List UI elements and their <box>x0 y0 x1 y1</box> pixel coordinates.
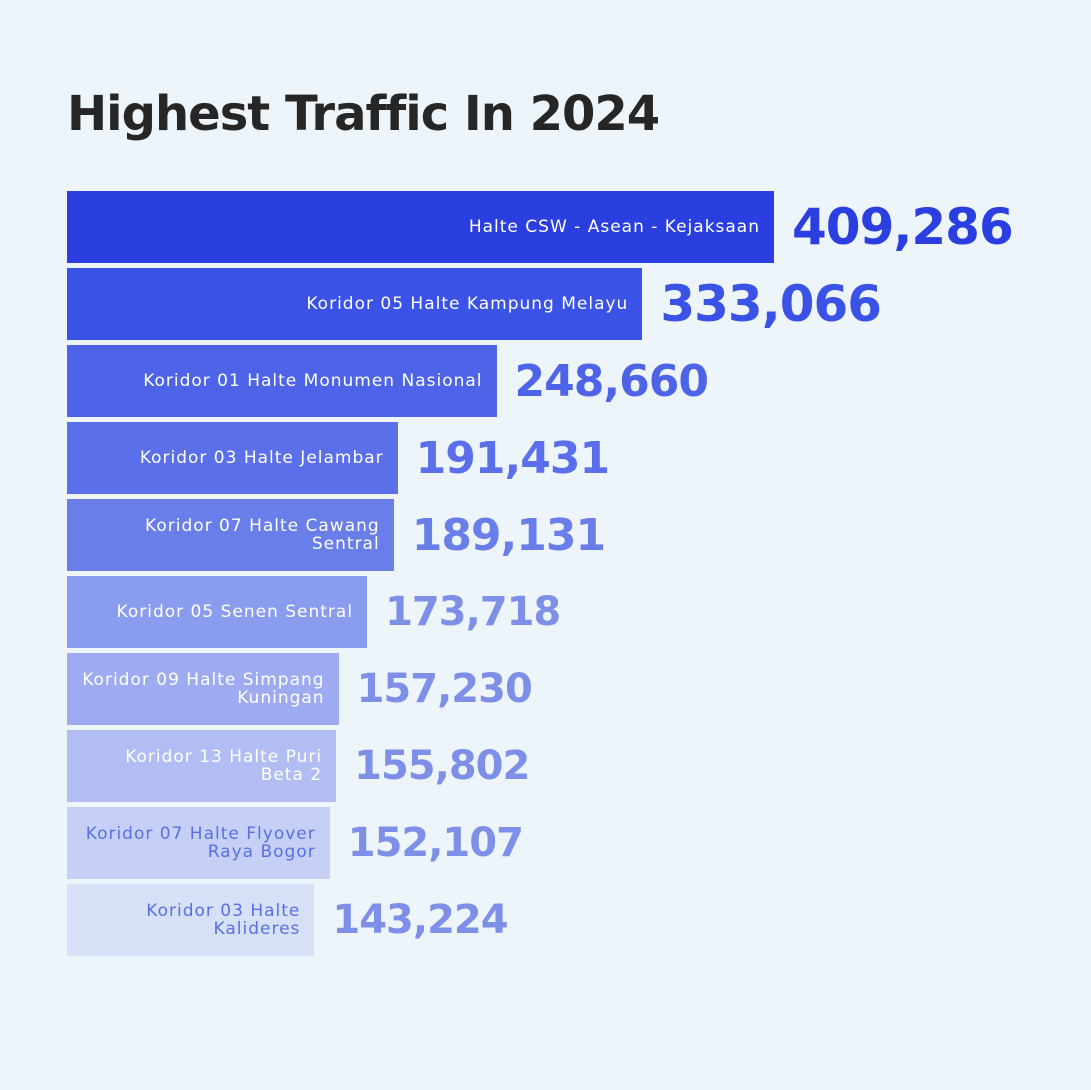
bar: Koridor 03 Halte Kalideres <box>67 884 315 956</box>
category-label: Koridor 07 Halte Cawang Sentral <box>145 516 380 554</box>
bar: Koridor 05 Senen Sentral <box>67 576 368 648</box>
value-label: 143,224 <box>332 897 508 943</box>
value-label: 248,660 <box>514 355 709 407</box>
bar: Koridor 07 Halte Flyover Raya Bogor <box>67 807 330 879</box>
category-label: Koridor 05 Halte Kampung Melayu <box>306 294 629 314</box>
value-label: 409,286 <box>792 198 1014 256</box>
category-label: Halte CSW - Asean - Kejaksaan <box>468 217 760 237</box>
bar: Koridor 07 Halte Cawang Sentral <box>67 499 394 571</box>
bar-row: Koridor 01 Halte Monumen Nasional 248,660 <box>67 345 709 417</box>
bar-row: Koridor 03 Halte Kalideres 143,224 <box>67 884 509 956</box>
category-label: Koridor 13 Halte Puri Beta 2 <box>125 747 323 785</box>
bar: Koridor 01 Halte Monumen Nasional <box>67 345 497 417</box>
bar: Koridor 05 Halte Kampung Melayu <box>67 268 643 340</box>
bar-row: Koridor 05 Halte Kampung Melayu 333,066 <box>67 268 882 340</box>
value-label: 191,431 <box>415 432 610 484</box>
category-label: Koridor 03 Halte Jelambar <box>139 448 384 468</box>
chart-title: Highest Traffic In 2024 <box>67 86 660 142</box>
value-label: 333,066 <box>660 275 882 333</box>
bar: Koridor 09 Halte Simpang Kuningan <box>67 653 339 725</box>
bar-row: Koridor 03 Halte Jelambar 191,431 <box>67 422 610 494</box>
category-label: Koridor 05 Senen Sentral <box>116 602 354 622</box>
bar: Koridor 03 Halte Jelambar <box>67 422 398 494</box>
bar-row: Halte CSW - Asean - Kejaksaan 409,286 <box>67 191 1014 263</box>
category-label: Koridor 07 Halte Flyover Raya Bogor <box>85 824 316 862</box>
value-label: 173,718 <box>385 589 561 635</box>
bar-row: Koridor 05 Senen Sentral 173,718 <box>67 576 561 648</box>
value-label: 155,802 <box>354 743 530 789</box>
bar-row: Koridor 13 Halte Puri Beta 2 155,802 <box>67 730 530 802</box>
bar-row: Koridor 07 Halte Flyover Raya Bogor 152,1… <box>67 807 524 879</box>
category-label: Koridor 09 Halte Simpang Kuningan <box>82 670 325 708</box>
value-label: 152,107 <box>347 820 524 866</box>
bar: Koridor 13 Halte Puri Beta 2 <box>67 730 337 802</box>
value-label: 157,230 <box>356 666 533 712</box>
bar-row: Koridor 07 Halte Cawang Sentral 189,131 <box>67 499 606 571</box>
category-label: Koridor 03 Halte Kalideres <box>146 901 301 939</box>
bar-row: Koridor 09 Halte Simpang Kuningan 157,230 <box>67 653 533 725</box>
value-label: 189,131 <box>411 509 606 561</box>
bar: Halte CSW - Asean - Kejaksaan <box>67 191 774 263</box>
category-label: Koridor 01 Halte Monumen Nasional <box>143 371 483 391</box>
